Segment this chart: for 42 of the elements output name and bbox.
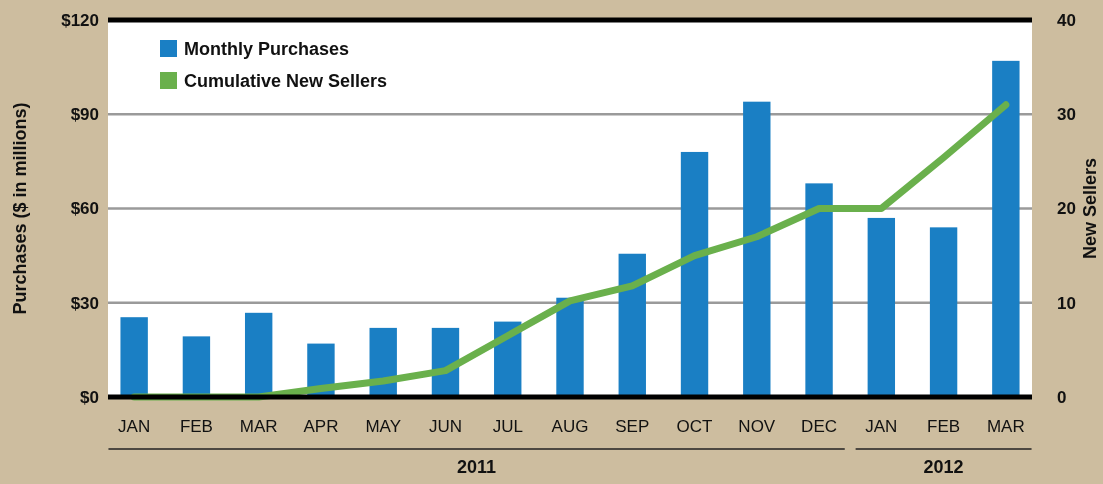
x-tick-label: JAN [865,417,898,437]
y2-axis-title: New Sellers [1080,157,1100,260]
y-axis-title: Purchases ($ in millions) [10,102,30,315]
x-tick-label: MAR [239,417,278,437]
x-tick-label: SEP [615,417,650,437]
y2-tick-label: 40 [1057,10,1076,30]
text: 2012 [923,457,964,477]
y-tick-label: $120 [61,10,99,30]
x-tick-label: MAY [365,417,401,437]
bar [867,217,896,397]
y2-tick-label: 10 [1057,293,1076,313]
y2-tick-label: 20 [1057,199,1076,219]
bar [805,183,833,397]
bar [556,297,584,397]
y-tick-label: $30 [70,293,99,313]
x-tick-label: NOV [738,417,776,437]
y2-tick-label: 30 [1057,105,1076,125]
text: 2011 [457,457,497,477]
bar [992,60,1020,397]
x-tick-label: JUL [492,417,523,437]
bar [244,312,273,397]
x-tick-label: AUG [551,417,589,437]
x-tick-label: FEB [927,417,961,437]
y-tick-label: $90 [70,105,99,125]
y2-tick-label: 0 [1057,387,1067,407]
bar [743,101,771,397]
bar [680,151,709,397]
x-tick-label: DEC [801,417,838,437]
x-tick-label: OCT [676,417,713,437]
x-tick-label: APR [303,417,339,437]
y-tick-label: $0 [80,387,99,407]
bar [929,227,958,397]
bar [618,253,646,397]
bar [120,317,148,397]
y-tick-label: $60 [70,199,99,219]
x-tick-label: JAN [118,417,151,437]
bar [182,336,211,397]
x-tick-label: JUN [428,417,462,437]
x-tick-label: FEB [179,417,213,437]
legend-label: Cumulative New Sellers [184,71,388,91]
legend-label: Monthly Purchases [184,39,350,59]
x-tick-label: MAR [986,417,1025,437]
